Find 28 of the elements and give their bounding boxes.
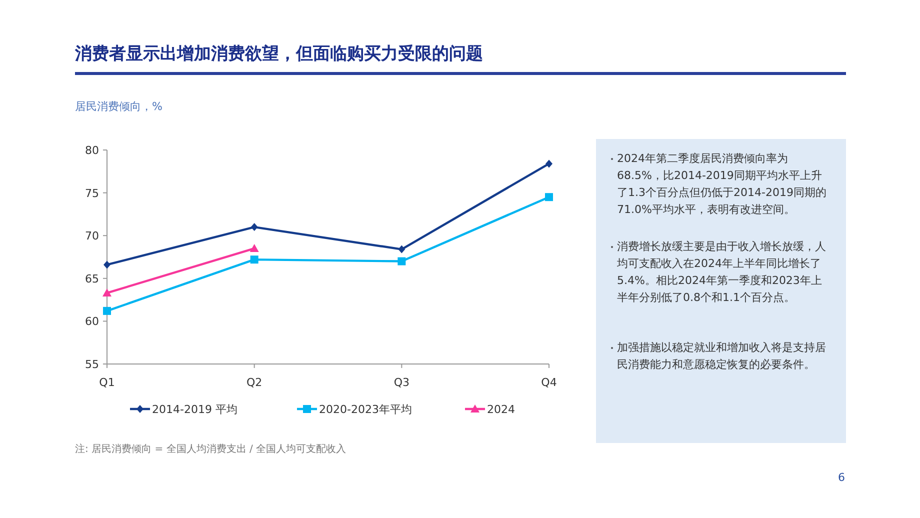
title: 消费者显示出增加消费欲望，但面临购买力受限的问题	[75, 43, 483, 65]
legend-label: 2020-2023年平均	[319, 403, 412, 416]
point	[103, 306, 111, 315]
point	[250, 256, 258, 264]
y-tick-label: 75	[85, 186, 99, 200]
annotation: 2024年第二季度居民消费倾向率为68.5%，比2014-2019同期平均水平上升了1.3个百分点但仍低于2014-2019同期的71.0%平均水平，表明有改进空间。	[617, 151, 828, 218]
point	[250, 223, 258, 232]
annotation: 加强措施以稳定就业和增加收入将是支持居民消费能力和意愿稳定恢复的必要条件。	[617, 340, 827, 373]
x-tick-label: Q4	[541, 376, 557, 389]
annotation: 6	[838, 471, 845, 484]
point	[545, 193, 553, 202]
x-tick-label: Q2	[246, 376, 262, 389]
x-tick-label: Q1	[99, 376, 115, 389]
legend-label: 2014-2019 平均	[152, 403, 238, 416]
ylabel: 居民消费倾向，%	[75, 99, 162, 114]
point	[104, 260, 110, 269]
point	[398, 257, 406, 266]
annotation: 注: 居民消费倾向 = 全国人均消费支出 / 全国人均可支配收入	[75, 442, 346, 456]
y-tick-label: 65	[85, 272, 99, 286]
point	[398, 245, 406, 254]
y-tick-label: 70	[85, 230, 99, 243]
legend-label: 2024	[487, 403, 515, 416]
y-tick-label: 80	[85, 144, 99, 157]
y-tick-label: 60	[85, 315, 99, 328]
point	[546, 160, 552, 168]
annotation: 消费增长放缓主要是由于收入增长放缓，人均可支配收入在2024年上半年同比增长了5.4%。相比2024年第一季度和2023年上半年分别低了0.8个和1.1个百分点。	[617, 239, 827, 306]
y-tick-label: 55	[85, 358, 99, 371]
x-tick-label: Q3	[394, 376, 410, 389]
